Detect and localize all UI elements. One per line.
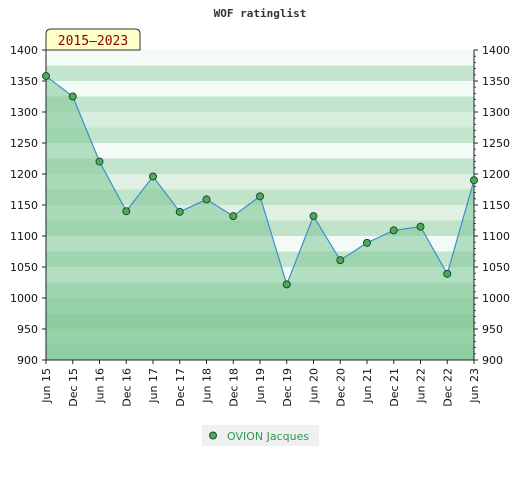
x-tick-label: Dec 19 xyxy=(281,368,294,407)
background-band xyxy=(46,65,474,81)
series-area xyxy=(46,76,474,360)
data-point xyxy=(229,212,238,221)
y-tick-label-right: 1150 xyxy=(482,199,510,212)
y-tick-label-left: 1000 xyxy=(10,292,38,305)
data-point xyxy=(363,238,371,247)
period-label-box: 2015–2023 xyxy=(45,28,141,51)
legend-background xyxy=(202,425,319,446)
series-points-layer xyxy=(42,72,478,289)
data-point xyxy=(470,176,478,185)
x-tick-label: Dec 17 xyxy=(174,368,187,407)
data-point xyxy=(202,195,211,204)
data-point xyxy=(256,192,264,201)
data-point xyxy=(149,172,157,181)
background-band xyxy=(46,96,474,112)
legend-marker-icon xyxy=(209,431,217,440)
x-tick-label: Jun 22 xyxy=(415,368,428,404)
y-tick-label-right: 1300 xyxy=(482,106,510,119)
y-tick-label-right: 950 xyxy=(482,323,503,336)
x-tick-label: Dec 20 xyxy=(334,368,347,407)
x-tick-label: Dec 16 xyxy=(120,368,133,407)
y-tick-label-left: 1100 xyxy=(10,230,38,243)
data-point xyxy=(122,207,131,216)
y-tick-label-right: 900 xyxy=(482,354,503,367)
x-tick-label: Dec 18 xyxy=(227,368,240,407)
y-tick-label-left: 1250 xyxy=(10,137,38,150)
y-tick-label-right: 1350 xyxy=(482,75,510,88)
x-tick-label: Jun 21 xyxy=(361,368,374,404)
y-tick-label-left: 950 xyxy=(17,323,38,336)
y-tick-label-right: 1250 xyxy=(482,137,510,150)
y-tick-label-left: 1050 xyxy=(10,261,38,274)
x-tick-label: Jun 17 xyxy=(147,368,160,404)
y-tick-label-right: 1000 xyxy=(482,292,510,305)
y-tick-label-right: 1200 xyxy=(482,168,510,181)
data-point xyxy=(416,222,425,231)
x-tick-label: Dec 22 xyxy=(441,368,454,407)
y-tick-label-left: 1350 xyxy=(10,75,38,88)
background-band xyxy=(46,143,474,159)
x-tick-label: Jun 23 xyxy=(468,368,481,404)
y-tick-label-right: 1400 xyxy=(482,44,510,57)
x-tick-label: Jun 18 xyxy=(201,368,214,404)
background-band xyxy=(46,50,474,66)
data-point xyxy=(42,72,50,81)
data-point xyxy=(95,157,104,166)
y-tick-label-right: 1050 xyxy=(482,261,510,274)
data-point xyxy=(443,269,452,278)
data-point xyxy=(336,256,345,265)
y-tick-label-right: 1100 xyxy=(482,230,510,243)
y-tick-label-left: 1200 xyxy=(10,168,38,181)
y-tick-label-left: 1300 xyxy=(10,106,38,119)
data-point xyxy=(68,92,77,101)
x-tick-label: Dec 15 xyxy=(67,368,80,407)
y-tick-label-left: 1400 xyxy=(10,44,38,57)
axes: 900 900 950 950 1000 1000 1050 1050 1100 1100 1150… xyxy=(10,44,510,407)
x-tick-label: Jun 16 xyxy=(94,368,107,404)
x-tick-label: Jun 19 xyxy=(254,368,267,404)
legend-label: OVION Jacques xyxy=(227,430,309,443)
data-point xyxy=(389,226,398,235)
data-point xyxy=(175,207,184,216)
x-tick-label: Jun 15 xyxy=(40,368,53,404)
background-band xyxy=(46,81,474,97)
legend[interactable]: OVION Jacques xyxy=(202,425,319,446)
background-band xyxy=(46,127,474,143)
background-band xyxy=(46,158,474,174)
y-tick-label-left: 900 xyxy=(17,354,38,367)
y-tick-label-left: 1150 xyxy=(10,199,38,212)
period-label-background xyxy=(45,28,141,51)
period-label: 2015–2023 xyxy=(58,34,128,49)
background-band-upper xyxy=(46,112,474,128)
data-point xyxy=(282,280,291,289)
x-tick-label: Dec 21 xyxy=(388,368,401,407)
x-tick-label: Jun 20 xyxy=(308,368,321,404)
chart-title: WOF ratinglist xyxy=(214,7,307,20)
data-point xyxy=(309,212,318,221)
